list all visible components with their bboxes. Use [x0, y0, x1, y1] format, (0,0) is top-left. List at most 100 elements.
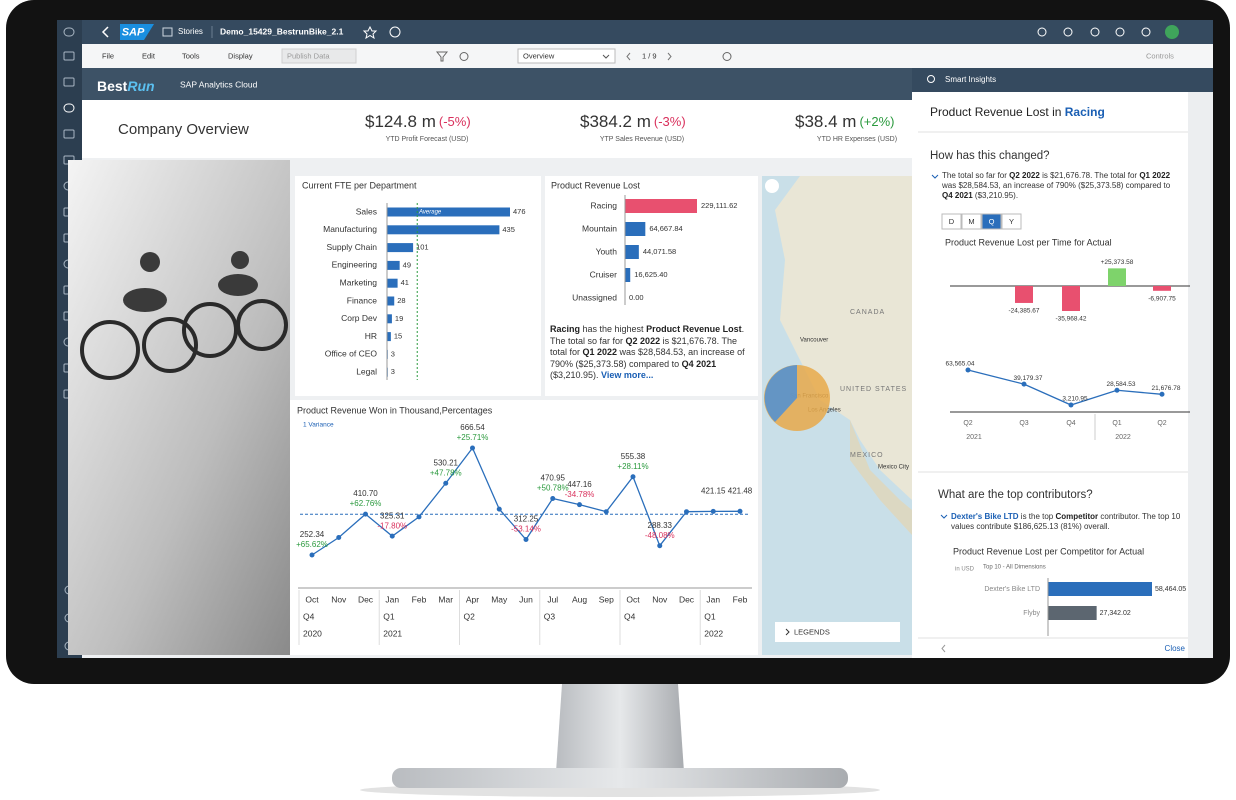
shell-icon[interactable] — [1090, 27, 1100, 37]
period-button[interactable] — [961, 213, 982, 230]
x-label: Q3 — [1019, 420, 1028, 427]
favorite-icon[interactable] — [362, 25, 378, 40]
value-label: 252.34 — [300, 530, 325, 539]
change-label: -48.08% — [645, 531, 675, 540]
map-pie-slice — [764, 365, 797, 422]
value-label: 101 — [416, 243, 429, 252]
page-select[interactable] — [517, 48, 616, 64]
menu-item[interactable]: Edit — [142, 51, 156, 60]
point — [470, 445, 475, 451]
quarter-label: Q4 — [303, 611, 315, 621]
nav-icon[interactable] — [63, 103, 75, 113]
shell-icon[interactable] — [1115, 27, 1125, 37]
menu-item[interactable]: Display — [228, 51, 253, 60]
period-button[interactable] — [1001, 213, 1022, 230]
expand-icon[interactable] — [931, 174, 939, 179]
value-label: 28,584.53 — [1107, 381, 1136, 388]
category-label: Racing — [591, 200, 618, 210]
bulb-icon — [927, 75, 935, 83]
close-button[interactable]: Close — [1165, 644, 1186, 653]
bar — [387, 225, 500, 235]
filter-icon[interactable] — [435, 51, 449, 62]
change-label: +28.11% — [617, 462, 648, 471]
point — [1159, 391, 1165, 397]
category-label: Supply Chain — [326, 242, 377, 252]
nav-icon[interactable] — [63, 77, 75, 87]
bar — [625, 245, 639, 259]
shell-icons — [1037, 25, 1179, 39]
month-label: Mar — [438, 594, 453, 604]
period-button[interactable] — [941, 213, 962, 230]
value-label: 421.15 — [701, 487, 726, 496]
quarter-label: Q4 — [624, 611, 636, 621]
month-label: Nov — [331, 594, 347, 604]
smart-insights-panel — [912, 68, 1213, 658]
category-label: Unassigned — [572, 292, 617, 302]
period-button[interactable] — [981, 213, 1002, 230]
bar — [1048, 606, 1097, 620]
period-label: M — [968, 217, 974, 226]
kpi-change: (-5%) — [439, 114, 471, 129]
month-label: Feb — [412, 594, 427, 604]
prev-page[interactable] — [626, 52, 631, 61]
legends-button[interactable] — [775, 622, 900, 642]
value-label: 64,667.84 — [649, 224, 682, 233]
menu-item[interactable]: Tools — [182, 51, 200, 60]
month-label: Nov — [652, 594, 668, 604]
text-part[interactable]: View more... — [601, 370, 654, 380]
close-story-icon[interactable] — [389, 26, 401, 38]
value-label: 58,464.05 — [1155, 586, 1186, 593]
text-part: Q1 2022 — [1139, 171, 1171, 180]
check-icon[interactable] — [722, 52, 732, 61]
shell-icon[interactable] — [1037, 27, 1047, 37]
banner — [82, 68, 912, 100]
next-page[interactable] — [667, 52, 672, 61]
value-label: 39,179.37 — [1014, 375, 1043, 382]
back-button[interactable] — [101, 26, 109, 38]
avatar[interactable] — [1165, 25, 1179, 39]
competitor-title: Product Revenue Lost per Competitor for … — [953, 546, 1144, 556]
menu-item[interactable]: File — [102, 51, 114, 60]
controls-link[interactable]: Controls — [1146, 51, 1174, 60]
breadcrumb[interactable]: Stories — [178, 27, 203, 36]
change-label: +50.78% — [537, 484, 569, 493]
map-menu[interactable] — [765, 179, 779, 193]
expand-icon[interactable] — [940, 514, 948, 519]
story-name[interactable]: Demo_15429_BestrunBike_2.1 — [220, 26, 344, 36]
month-label: Aug — [572, 594, 587, 604]
map-label: CANADA — [850, 309, 885, 316]
nav-icon[interactable] — [63, 129, 75, 139]
x-label: Q2 — [963, 420, 972, 427]
refresh-icon[interactable] — [459, 52, 469, 61]
publish-button[interactable] — [281, 48, 357, 64]
shell-icon[interactable] — [1141, 27, 1151, 37]
month-label: Jan — [706, 594, 720, 604]
nav-icon[interactable] — [63, 27, 75, 37]
period-label: Y — [1009, 217, 1014, 226]
kpi-change: (-3%) — [654, 114, 686, 129]
point — [416, 514, 422, 520]
text-part[interactable]: Dexter's Bike LTD — [951, 512, 1019, 521]
insight-text: Racing has the highest Product Revenue L… — [550, 324, 750, 382]
change-label: -34.78% — [565, 490, 595, 499]
select-chevron — [602, 54, 610, 59]
value-label: 27,342.02 — [1100, 610, 1131, 617]
category-label: Mountain — [582, 223, 617, 233]
shell-icon[interactable] — [1063, 27, 1073, 37]
scrollbar[interactable] — [1188, 92, 1213, 658]
nav-icon[interactable] — [63, 51, 75, 61]
variance-label: -24,385.67 — [1008, 308, 1039, 315]
category-label: Sales — [356, 206, 377, 216]
point — [1114, 387, 1120, 393]
text-part: Product Revenue Lost — [646, 324, 742, 334]
prev-insight[interactable] — [941, 644, 946, 653]
point — [1021, 381, 1027, 387]
text-part: Q2 2022 — [1009, 171, 1040, 180]
period-label: Q — [989, 217, 995, 226]
variance-label[interactable]: 1 Variance — [303, 422, 334, 429]
point — [684, 509, 689, 515]
point — [336, 535, 342, 541]
point — [737, 508, 743, 514]
photo-shapes — [80, 299, 288, 380]
